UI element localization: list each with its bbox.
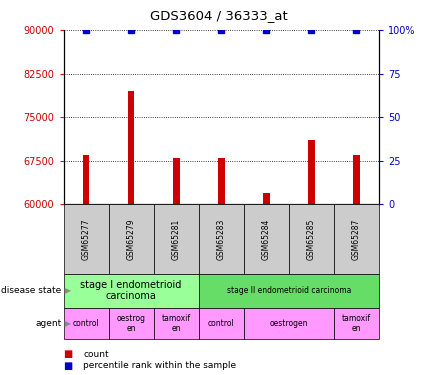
Text: GSM65277: GSM65277 [81,218,91,260]
Text: stage II endometrioid carcinoma: stage II endometrioid carcinoma [226,286,351,295]
Bar [64,308,109,339]
Bar [154,204,199,274]
Bar [334,204,379,274]
Text: GSM65283: GSM65283 [217,218,226,260]
Text: ▶: ▶ [62,286,71,295]
Bar [353,155,360,204]
Text: percentile rank within the sample: percentile rank within the sample [83,361,237,370]
Bar [308,141,314,204]
Bar [173,158,180,204]
Text: control: control [73,319,99,328]
Text: tamoxif
en: tamoxif en [342,314,371,333]
Bar [64,274,199,308]
Bar [154,308,199,339]
Bar [218,158,225,204]
Text: ■: ■ [64,361,73,370]
Text: GSM65284: GSM65284 [262,218,271,260]
Bar [128,91,134,204]
Bar [263,193,270,204]
Text: control: control [208,319,235,328]
Text: disease state: disease state [1,286,61,295]
Text: agent: agent [35,319,61,328]
Bar [244,204,289,274]
Bar [244,308,334,339]
Text: tamoxif
en: tamoxif en [162,314,191,333]
Bar [334,308,379,339]
Text: GSM65287: GSM65287 [352,218,361,260]
Text: GDS3604 / 36333_at: GDS3604 / 36333_at [150,9,288,22]
Bar [109,204,154,274]
Bar [199,204,244,274]
Bar [64,204,109,274]
Bar [109,308,154,339]
Text: count: count [83,350,109,359]
Text: stage I endometrioid
carcinoma: stage I endometrioid carcinoma [81,280,182,302]
Bar [199,274,379,308]
Bar [289,204,334,274]
Text: oestrog
en: oestrog en [117,314,145,333]
Text: oestrogen: oestrogen [269,319,308,328]
Bar [83,155,89,204]
Text: GSM65285: GSM65285 [307,218,316,260]
Bar [199,308,244,339]
Text: GSM65279: GSM65279 [127,218,136,260]
Text: GSM65281: GSM65281 [172,218,180,259]
Text: ■: ■ [64,350,73,359]
Text: ▶: ▶ [62,319,71,328]
